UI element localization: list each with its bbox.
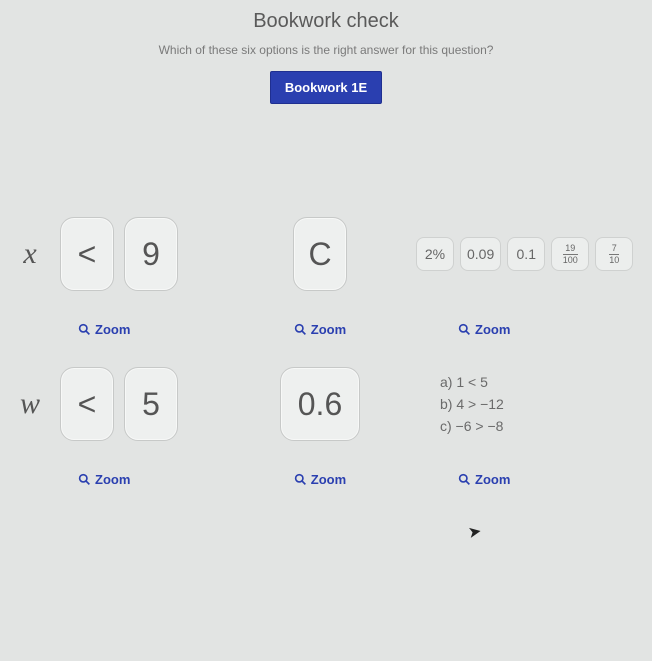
zoom-label: Zoom xyxy=(311,472,346,487)
tile-0-6: 0.6 xyxy=(280,367,360,441)
magnify-icon xyxy=(458,473,471,486)
zoom-label: Zoom xyxy=(311,322,346,337)
chip-frac-7-10: 7 10 xyxy=(595,237,633,271)
option-tile-c[interactable]: C xyxy=(230,217,410,291)
zoom-label: Zoom xyxy=(95,472,130,487)
bookwork-badge[interactable]: Bookwork 1E xyxy=(270,71,382,104)
zoom-button[interactable]: Zoom xyxy=(410,472,652,487)
option-tile-0-6[interactable]: 0.6 xyxy=(230,367,410,441)
option-inequalities[interactable]: a) 1 < 5 b) 4 > −12 c) −6 > −8 xyxy=(410,374,652,434)
row-variable-w: w xyxy=(0,387,60,421)
tile-c-letter: C xyxy=(293,217,347,291)
zoom-label: Zoom xyxy=(475,472,510,487)
zoom-button[interactable]: Zoom xyxy=(230,472,410,487)
frac-den: 10 xyxy=(609,254,619,265)
ineq-b: b) 4 > −12 xyxy=(440,396,652,412)
row-variable-x: x xyxy=(0,237,60,271)
frac-num: 19 xyxy=(565,244,575,253)
ineq-c: c) −6 > −8 xyxy=(440,418,652,434)
zoom-button[interactable]: Zoom xyxy=(60,472,230,487)
frac-num: 7 xyxy=(612,244,617,253)
zoom-button[interactable]: Zoom xyxy=(230,322,410,337)
cursor-icon: ➤ xyxy=(466,521,483,543)
option-tile-w-lt-5[interactable]: < 5 xyxy=(60,367,230,441)
chip-0-1: 0.1 xyxy=(507,237,545,271)
magnify-icon xyxy=(294,473,307,486)
page-title: Bookwork check xyxy=(0,10,652,33)
option-number-chips[interactable]: 2% 0.09 0.1 19 100 7 10 xyxy=(410,237,652,271)
question-prompt: Which of these six options is the right … xyxy=(0,43,652,57)
zoom-button[interactable]: Zoom xyxy=(410,322,652,337)
zoom-button[interactable]: Zoom xyxy=(60,322,230,337)
magnify-icon xyxy=(458,323,471,336)
option-tile-x-lt-9[interactable]: < 9 xyxy=(60,217,230,291)
zoom-label: Zoom xyxy=(475,322,510,337)
ineq-a: a) 1 < 5 xyxy=(440,374,652,390)
frac-den: 100 xyxy=(563,254,578,265)
chip-frac-19-100: 19 100 xyxy=(551,237,589,271)
magnify-icon xyxy=(78,473,91,486)
magnify-icon xyxy=(294,323,307,336)
chip-2pct: 2% xyxy=(416,237,454,271)
chip-0-09: 0.09 xyxy=(460,237,501,271)
tile-9: 9 xyxy=(124,217,178,291)
zoom-label: Zoom xyxy=(95,322,130,337)
tile-5: 5 xyxy=(124,367,178,441)
tile-lt: < xyxy=(60,367,114,441)
tile-lt: < xyxy=(60,217,114,291)
magnify-icon xyxy=(78,323,91,336)
